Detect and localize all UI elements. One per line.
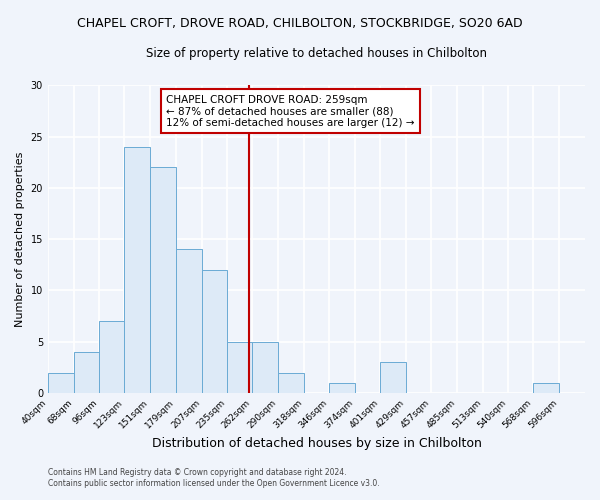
Bar [48, 372, 74, 393]
Bar [227, 342, 252, 393]
Bar [252, 342, 278, 393]
Bar [329, 383, 355, 393]
Title: Size of property relative to detached houses in Chilbolton: Size of property relative to detached ho… [146, 48, 487, 60]
X-axis label: Distribution of detached houses by size in Chilbolton: Distribution of detached houses by size … [152, 437, 481, 450]
Text: Contains HM Land Registry data © Crown copyright and database right 2024.
Contai: Contains HM Land Registry data © Crown c… [48, 468, 380, 487]
Y-axis label: Number of detached properties: Number of detached properties [15, 152, 25, 327]
Bar [176, 250, 202, 393]
Bar [533, 383, 559, 393]
Bar [278, 372, 304, 393]
Bar [380, 362, 406, 393]
Text: CHAPEL CROFT, DROVE ROAD, CHILBOLTON, STOCKBRIDGE, SO20 6AD: CHAPEL CROFT, DROVE ROAD, CHILBOLTON, ST… [77, 18, 523, 30]
Text: CHAPEL CROFT DROVE ROAD: 259sqm
← 87% of detached houses are smaller (88)
12% of: CHAPEL CROFT DROVE ROAD: 259sqm ← 87% of… [166, 94, 415, 128]
Bar [100, 322, 124, 393]
Bar [202, 270, 227, 393]
Bar [74, 352, 100, 393]
Bar [124, 147, 150, 393]
Bar [150, 168, 176, 393]
